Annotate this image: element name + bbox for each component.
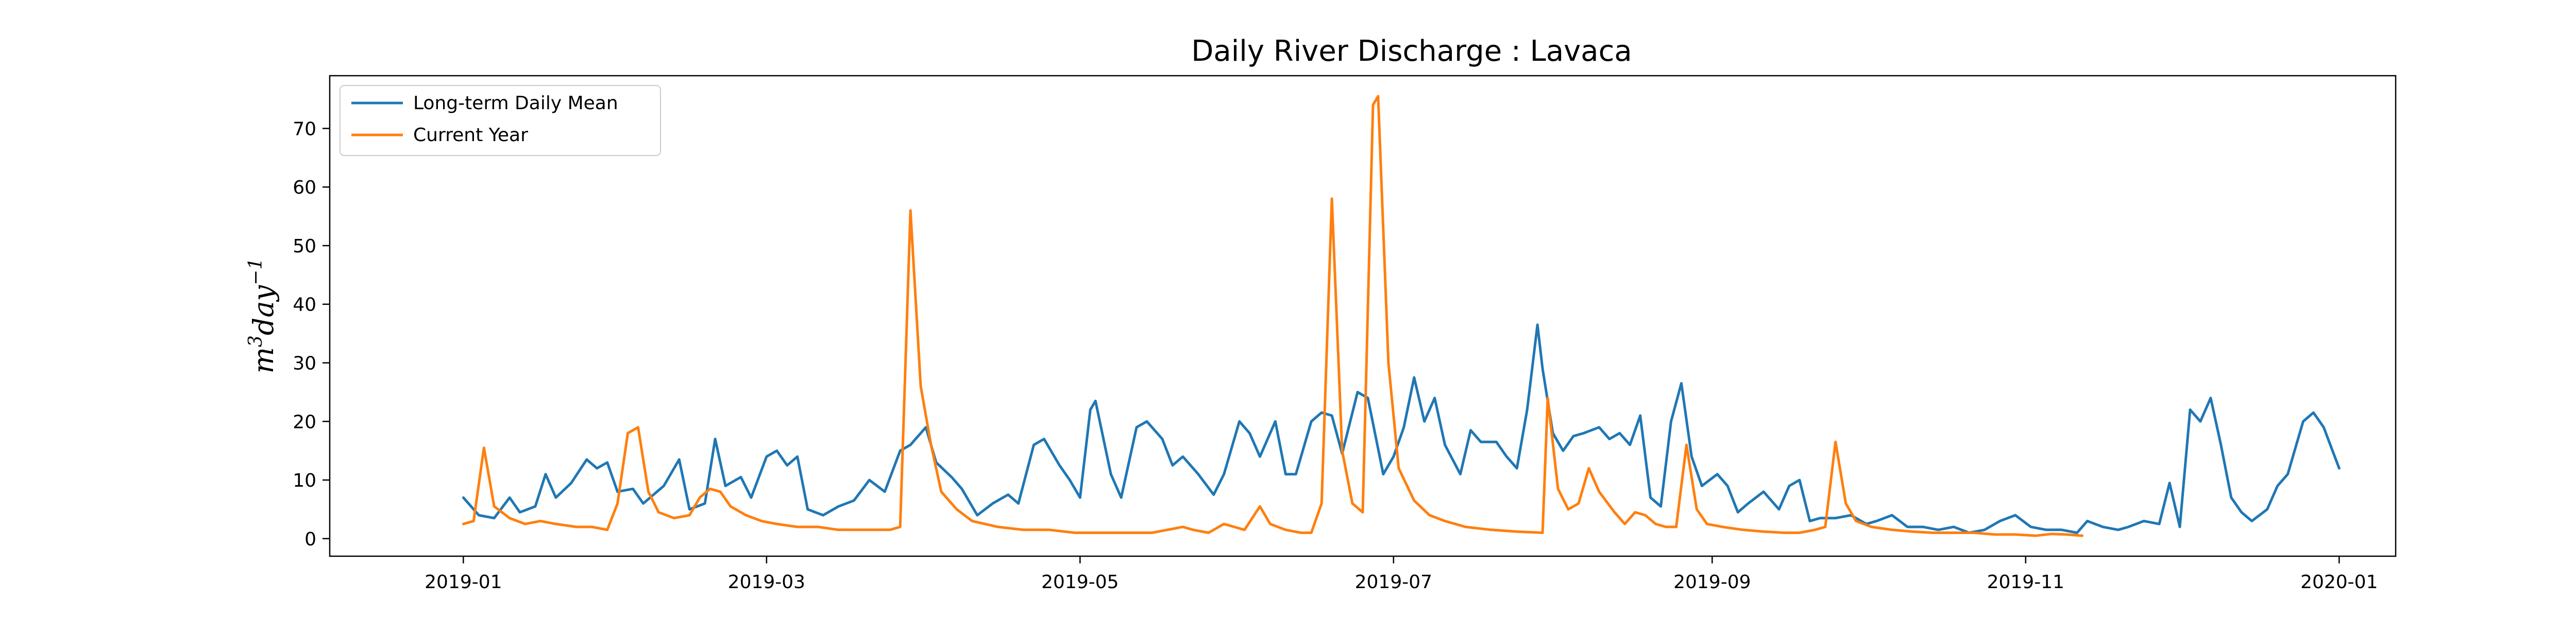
ylabel-base-day: day (247, 284, 280, 335)
legend-label-current-year: Current Year (413, 125, 528, 146)
y-tick-label: 40 (293, 295, 316, 316)
y-axis-label: m3day−1 (245, 258, 280, 373)
legend-label-long-term-mean: Long-term Daily Mean (413, 93, 618, 114)
chart-title: Daily River Discharge : Lavaca (1191, 35, 1632, 68)
y-tick-label: 30 (293, 353, 316, 374)
y-tick-label: 50 (293, 236, 316, 257)
x-tick-label: 2019-03 (728, 572, 805, 593)
plot-area: 2019-01 2019-03 2019-05 2019-07 2019-09 2019-… (293, 75, 2397, 593)
series-line-long-term-mean (462, 323, 2341, 534)
y-tick-label: 20 (293, 411, 316, 433)
ylabel-sup-minus1: −1 (245, 258, 266, 285)
y-tick-label: 0 (304, 529, 316, 550)
x-axis: 2019-01 2019-03 2019-05 2019-07 2019-09 2019-… (425, 556, 2378, 593)
ylabel-sup-3: 3 (245, 335, 266, 347)
ylabel-base-m: m (247, 347, 280, 373)
x-tick-label: 2019-07 (1355, 572, 1432, 593)
y-axis: 0 10 20 30 40 50 60 70 (293, 118, 330, 550)
plot-frame (329, 75, 2397, 557)
x-tick-label: 2019-11 (1987, 572, 2064, 593)
y-tick-label: 70 (293, 118, 316, 140)
y-tick-label: 60 (293, 177, 316, 198)
x-tick-label: 2019-05 (1041, 572, 1118, 593)
x-tick-label: 2020-01 (2300, 572, 2378, 593)
x-tick-label: 2019-09 (1673, 572, 1751, 593)
y-tick-label: 10 (293, 470, 316, 491)
x-tick-label: 2019-01 (425, 572, 502, 593)
legend: Long-term Daily Mean Current Year (340, 85, 661, 156)
series-line-current-year (462, 95, 2083, 537)
series-layer (462, 95, 2341, 537)
legend-box (340, 85, 661, 156)
